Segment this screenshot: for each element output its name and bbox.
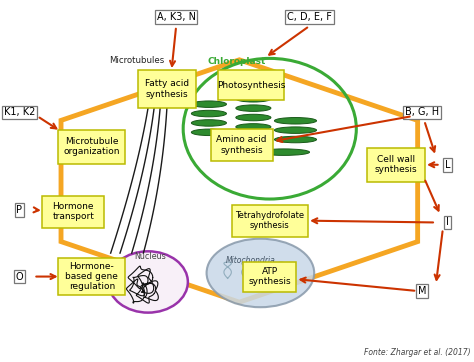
Text: A, K3, N: A, K3, N: [157, 12, 196, 22]
Ellipse shape: [109, 251, 188, 313]
Text: L: L: [445, 160, 450, 170]
FancyBboxPatch shape: [218, 71, 284, 100]
Ellipse shape: [274, 136, 317, 143]
Text: K1, K2: K1, K2: [4, 108, 35, 118]
Text: Chloroplast: Chloroplast: [208, 58, 266, 67]
Text: M: M: [418, 286, 426, 296]
Text: Nucleus: Nucleus: [135, 252, 166, 261]
Ellipse shape: [191, 101, 227, 108]
Text: P: P: [17, 205, 22, 215]
Ellipse shape: [236, 96, 271, 102]
Text: Microtubule
organization: Microtubule organization: [64, 137, 120, 156]
FancyBboxPatch shape: [367, 148, 425, 181]
Text: Fatty acid
synthesis: Fatty acid synthesis: [145, 79, 189, 99]
Ellipse shape: [274, 127, 317, 134]
Text: Photosynthesis: Photosynthesis: [217, 81, 285, 90]
Text: Mitochondria: Mitochondria: [226, 256, 276, 265]
Text: Fonte: Zhargar et al. (2017): Fonte: Zhargar et al. (2017): [365, 348, 471, 357]
Text: Tetrahydrofolate
synthesis: Tetrahydrofolate synthesis: [235, 211, 304, 230]
FancyBboxPatch shape: [232, 205, 308, 236]
Text: Amino acid
synthesis: Amino acid synthesis: [217, 135, 267, 155]
Text: ATP
synthesis: ATP synthesis: [248, 267, 291, 286]
Ellipse shape: [207, 239, 314, 307]
FancyBboxPatch shape: [58, 130, 126, 164]
FancyBboxPatch shape: [243, 262, 296, 291]
Text: B, G, H: B, G, H: [405, 108, 439, 118]
FancyBboxPatch shape: [42, 196, 104, 228]
Ellipse shape: [274, 118, 317, 124]
FancyBboxPatch shape: [58, 258, 126, 295]
Text: Microtubules: Microtubules: [109, 56, 164, 65]
Text: C, D, E, F: C, D, E, F: [287, 12, 332, 22]
Text: Cell wall
synthesis: Cell wall synthesis: [375, 155, 418, 174]
Text: I: I: [446, 218, 449, 227]
Ellipse shape: [236, 124, 271, 130]
Ellipse shape: [236, 114, 271, 121]
FancyBboxPatch shape: [138, 71, 196, 108]
FancyBboxPatch shape: [210, 129, 273, 161]
Text: O: O: [16, 272, 23, 282]
Text: Hormone
transport: Hormone transport: [52, 202, 94, 221]
Ellipse shape: [191, 110, 227, 117]
Ellipse shape: [236, 105, 271, 111]
Text: Hormone-
based gene
regulation: Hormone- based gene regulation: [65, 262, 118, 291]
Ellipse shape: [258, 149, 310, 155]
Ellipse shape: [191, 129, 227, 135]
Ellipse shape: [191, 120, 227, 126]
